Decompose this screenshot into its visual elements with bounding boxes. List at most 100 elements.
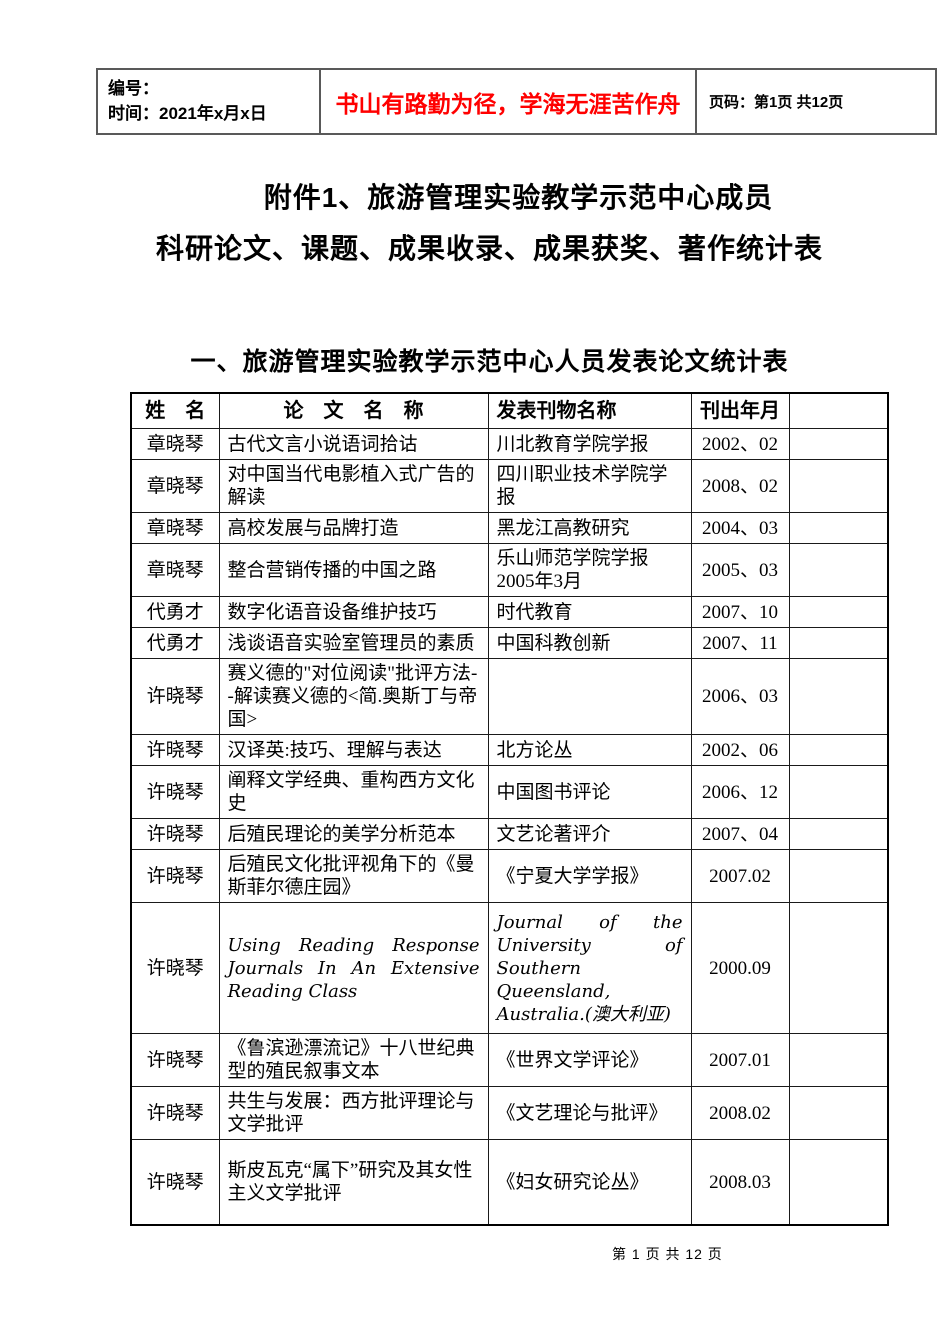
cell-title: 后殖民理论的美学分析范本 [218,818,489,850]
cell-title: 数字化语音设备维护技巧 [218,596,489,628]
cell-blank [788,1086,889,1140]
table-row: 许晓琴 《鲁滨逊漂流记》十八世纪典型的殖民叙事文本 《世界文学评论》 2007.01 [130,1033,889,1087]
cell-blank [788,428,889,460]
cell-blank [788,902,889,1034]
cell-name: 许晓琴 [130,734,220,766]
doc-number-label: 编号： [108,78,159,98]
cell-title: 汉译英:技巧、理解与表达 [218,734,489,766]
cell-title: 阐释文学经典、重构西方文化史 [218,765,489,819]
cell-title: 浅谈语音实验室管理员的素质 [218,627,489,659]
cell-name: 许晓琴 [130,849,220,903]
cell-name: 章晓琴 [130,512,220,544]
cell-blank [788,596,889,628]
cell-name: 章晓琴 [130,543,220,597]
cell-journal: 北方论丛 [487,734,692,766]
table-row: 许晓琴 斯皮瓦克“属下”研究及其女性主义文学批评 《妇女研究论丛》 2008.03 [130,1139,889,1226]
cell-journal: 乐山师范学院学报2005年3月 [487,543,692,597]
papers-table: 姓 名 论 文 名 称 发表刊物名称 刊出年月 章晓琴 古代文言小说语词拾诂 川北教… [130,392,889,1226]
header-box-row: 编号： 时间：2021年x月x日 书山有路勤为径，学海无涯苦作舟 页码：第1页 … [96,68,937,135]
header-page-cell: 页码：第1页 共12页 [695,68,937,135]
cell-name: 许晓琴 [130,1033,220,1087]
cell-blank [788,627,889,659]
cell-blank [788,765,889,819]
cell-title: Using Reading Response Journals In An Ex… [218,902,489,1034]
cell-title: 《鲁滨逊漂流记》十八世纪典型的殖民叙事文本 [218,1033,489,1087]
column-header-name: 姓 名 [130,392,220,429]
cell-date: 2005、03 [690,543,790,597]
table-row: 许晓琴 汉译英:技巧、理解与表达 北方论丛 2002、06 [130,734,889,766]
table-row: 许晓琴 Using Reading Response Journals In An… [130,902,889,1034]
cell-blank [788,459,889,513]
cell-name: 章晓琴 [130,428,220,460]
cell-date: 2007、10 [690,596,790,628]
table-row: 章晓琴 对中国当代电影植入式广告的解读 四川职业技术学院学报 2008、02 [130,459,889,513]
doc-date-label: 时间：2021年x月x日 [108,103,267,123]
cell-blank [788,1033,889,1087]
cell-name: 许晓琴 [130,765,220,819]
cell-journal: 川北教育学院学报 [487,428,692,460]
cell-journal: 《妇女研究论丛》 [487,1139,692,1226]
doc-title-line2: 科研论文、课题、成果收录、成果获奖、著作统计表 [155,233,823,264]
column-header-date: 刊出年月 [690,392,790,429]
header-motto-cell: 书山有路勤为径，学海无涯苦作舟 [319,68,697,135]
cell-journal: 文艺论著评介 [487,818,692,850]
motto-text: 书山有路勤为径，学海无涯苦作舟 [335,90,681,117]
table-row: 章晓琴 高校发展与品牌打造 黑龙江高教研究 2004、03 [130,512,889,544]
cell-blank [788,658,889,735]
section-heading: 一、旅游管理实验教学示范中心人员发表论文统计表 [190,348,789,376]
cell-journal: 中国科教创新 [487,627,692,659]
table-row: 许晓琴 阐释文学经典、重构西方文化史 中国图书评论 2006、12 [130,765,889,819]
column-header-journal: 发表刊物名称 [487,392,692,429]
cell-journal: 中国图书评论 [487,765,692,819]
cell-blank [788,849,889,903]
cell-name: 许晓琴 [130,902,220,1034]
cell-journal [487,658,692,735]
cell-title: 整合营销传播的中国之路 [218,543,489,597]
table-row: 许晓琴 赛义德的"对位阅读"批评方法--解读赛义德的<简.奥斯丁与帝国> 2006、… [130,658,889,735]
column-header-blank [788,392,889,429]
page-footer: 第 1 页 共 12 页 [612,1246,723,1262]
cell-date: 2002、02 [690,428,790,460]
table-row: 许晓琴 后殖民文化批评视角下的《曼斯菲尔德庄园》 《宁夏大学学报》 2007.02 [130,849,889,903]
cell-date: 2006、12 [690,765,790,819]
cell-date: 2006、03 [690,658,790,735]
page-number-label: 页码：第1页 共12页 [709,94,844,111]
cell-name: 代勇才 [130,596,220,628]
cell-blank [788,512,889,544]
papers-table-body: 章晓琴 古代文言小说语词拾诂 川北教育学院学报 2002、02 章晓琴 对中国当代电影植入… [130,428,889,1226]
cell-journal: 《宁夏大学学报》 [487,849,692,903]
cell-title: 高校发展与品牌打造 [218,512,489,544]
cell-name: 许晓琴 [130,1139,220,1226]
cell-date: 2007.01 [690,1033,790,1087]
table-row: 章晓琴 古代文言小说语词拾诂 川北教育学院学报 2002、02 [130,428,889,460]
table-row: 代勇才 浅谈语音实验室管理员的素质 中国科教创新 2007、11 [130,627,889,659]
cell-blank [788,543,889,597]
cell-blank [788,818,889,850]
cell-journal: 四川职业技术学院学报 [487,459,692,513]
cell-title: 斯皮瓦克“属下”研究及其女性主义文学批评 [218,1139,489,1226]
table-row: 章晓琴 整合营销传播的中国之路 乐山师范学院学报2005年3月 2005、03 [130,543,889,597]
cell-title: 对中国当代电影植入式广告的解读 [218,459,489,513]
table-row: 代勇才 数字化语音设备维护技巧 时代教育 2007、10 [130,596,889,628]
cell-title: 赛义德的"对位阅读"批评方法--解读赛义德的<简.奥斯丁与帝国> [218,658,489,735]
cell-name: 代勇才 [130,627,220,659]
cell-title: 后殖民文化批评视角下的《曼斯菲尔德庄园》 [218,849,489,903]
table-header-row: 姓 名 论 文 名 称 发表刊物名称 刊出年月 [130,392,889,429]
cell-name: 许晓琴 [130,818,220,850]
cell-date: 2004、03 [690,512,790,544]
cell-journal: Journal of the University of Southern Qu… [487,902,692,1034]
cell-name: 许晓琴 [130,1086,220,1140]
cell-title: 共生与发展：西方批评理论与文学批评 [218,1086,489,1140]
cell-date: 2008.02 [690,1086,790,1140]
cell-journal: 《文艺理论与批评》 [487,1086,692,1140]
cell-blank [788,1139,889,1226]
cell-blank [788,734,889,766]
cell-title: 古代文言小说语词拾诂 [218,428,489,460]
header-box: 编号： 时间：2021年x月x日 书山有路勤为径，学海无涯苦作舟 页码：第1页 … [96,68,937,135]
table-row: 许晓琴 后殖民理论的美学分析范本 文艺论著评介 2007、04 [130,818,889,850]
cell-journal: 黑龙江高教研究 [487,512,692,544]
cell-date: 2007、04 [690,818,790,850]
header-number-date-cell: 编号： 时间：2021年x月x日 [96,68,321,135]
column-header-paper-title: 论 文 名 称 [218,392,489,429]
